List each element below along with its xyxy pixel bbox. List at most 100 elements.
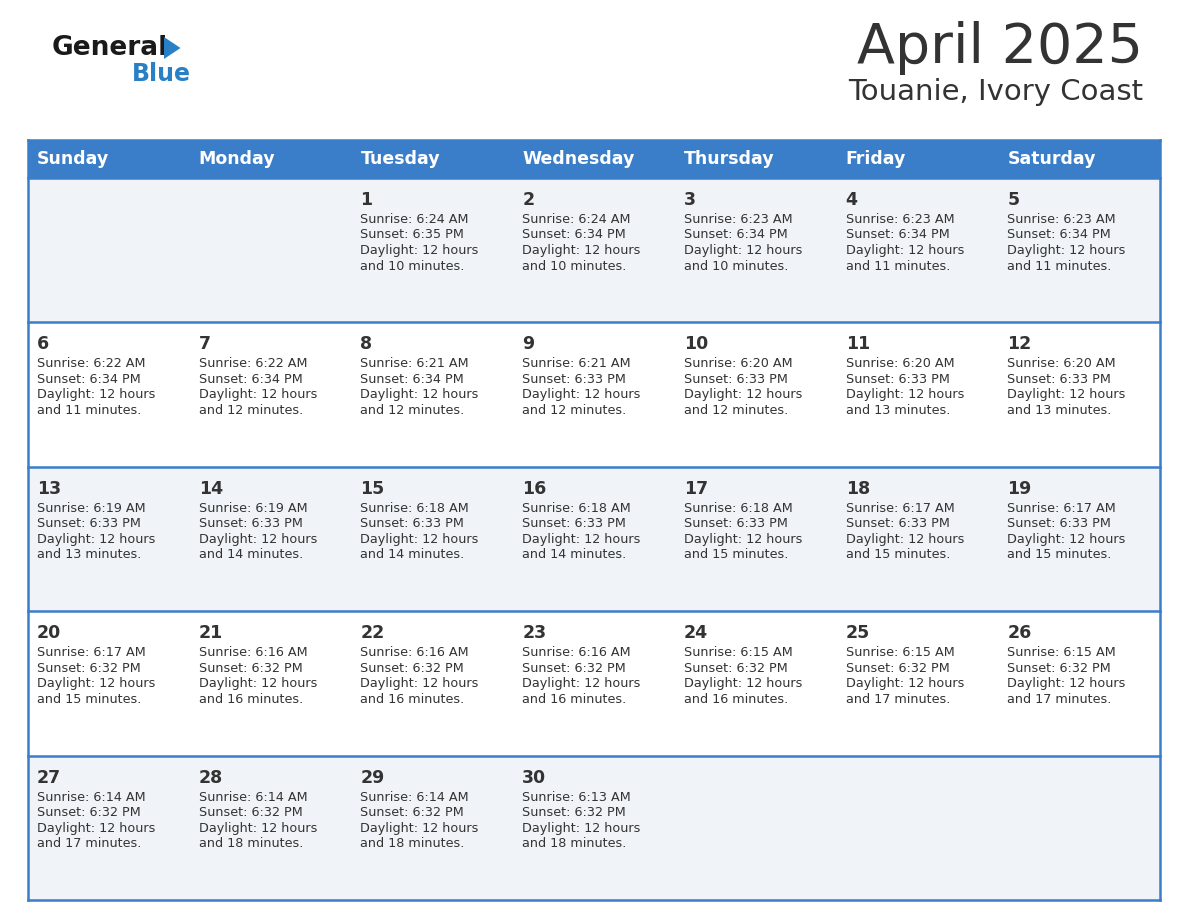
Text: 12: 12 [1007, 335, 1031, 353]
Text: and 17 minutes.: and 17 minutes. [37, 837, 141, 850]
Text: Sunrise: 6:22 AM: Sunrise: 6:22 AM [37, 357, 145, 370]
Text: Sunset: 6:32 PM: Sunset: 6:32 PM [360, 806, 465, 819]
Text: Sunrise: 6:18 AM: Sunrise: 6:18 AM [523, 502, 631, 515]
Text: Sunrise: 6:16 AM: Sunrise: 6:16 AM [198, 646, 308, 659]
Text: 1: 1 [360, 191, 373, 209]
Text: 4: 4 [846, 191, 858, 209]
Text: Sunrise: 6:22 AM: Sunrise: 6:22 AM [198, 357, 308, 370]
Text: General: General [52, 35, 169, 61]
Text: Sunset: 6:33 PM: Sunset: 6:33 PM [198, 518, 303, 531]
Text: Daylight: 12 hours: Daylight: 12 hours [846, 532, 963, 546]
Text: Sunset: 6:33 PM: Sunset: 6:33 PM [523, 373, 626, 386]
Text: 23: 23 [523, 624, 546, 643]
Text: Sunset: 6:32 PM: Sunset: 6:32 PM [360, 662, 465, 675]
Text: Daylight: 12 hours: Daylight: 12 hours [37, 677, 156, 690]
Text: Daylight: 12 hours: Daylight: 12 hours [37, 822, 156, 834]
Text: Sunrise: 6:20 AM: Sunrise: 6:20 AM [846, 357, 954, 370]
Text: Daylight: 12 hours: Daylight: 12 hours [37, 532, 156, 546]
Text: Daylight: 12 hours: Daylight: 12 hours [198, 532, 317, 546]
Text: and 13 minutes.: and 13 minutes. [37, 548, 141, 561]
Text: 28: 28 [198, 768, 223, 787]
Text: Sunrise: 6:19 AM: Sunrise: 6:19 AM [198, 502, 308, 515]
Text: 19: 19 [1007, 480, 1031, 498]
Text: Sunrise: 6:15 AM: Sunrise: 6:15 AM [846, 646, 954, 659]
Text: Sunrise: 6:17 AM: Sunrise: 6:17 AM [846, 502, 954, 515]
Text: Sunday: Sunday [37, 150, 109, 168]
Text: Daylight: 12 hours: Daylight: 12 hours [684, 388, 802, 401]
Text: Sunset: 6:34 PM: Sunset: 6:34 PM [846, 229, 949, 241]
Text: 6: 6 [37, 335, 49, 353]
Text: Sunset: 6:32 PM: Sunset: 6:32 PM [37, 662, 140, 675]
Bar [29, 756, 1159, 900]
Bar [352, 140, 513, 178]
Text: Sunrise: 6:18 AM: Sunrise: 6:18 AM [684, 502, 792, 515]
Text: Sunset: 6:32 PM: Sunset: 6:32 PM [198, 806, 303, 819]
Text: Wednesday: Wednesday [523, 150, 634, 168]
Bar [29, 466, 1159, 611]
Text: Daylight: 12 hours: Daylight: 12 hours [1007, 244, 1126, 257]
Text: Sunrise: 6:21 AM: Sunrise: 6:21 AM [360, 357, 469, 370]
Text: Sunset: 6:34 PM: Sunset: 6:34 PM [1007, 229, 1111, 241]
Text: and 16 minutes.: and 16 minutes. [198, 693, 303, 706]
Text: 10: 10 [684, 335, 708, 353]
Text: Daylight: 12 hours: Daylight: 12 hours [523, 822, 640, 834]
Text: and 11 minutes.: and 11 minutes. [1007, 260, 1112, 273]
Text: Sunrise: 6:14 AM: Sunrise: 6:14 AM [37, 790, 146, 803]
Text: Sunrise: 6:17 AM: Sunrise: 6:17 AM [37, 646, 146, 659]
Text: Daylight: 12 hours: Daylight: 12 hours [1007, 532, 1126, 546]
Text: Sunset: 6:33 PM: Sunset: 6:33 PM [523, 518, 626, 531]
Text: Sunrise: 6:24 AM: Sunrise: 6:24 AM [523, 213, 631, 226]
Text: Monday: Monday [198, 150, 276, 168]
Text: Sunset: 6:33 PM: Sunset: 6:33 PM [37, 518, 141, 531]
Bar [29, 611, 1159, 756]
Text: and 10 minutes.: and 10 minutes. [523, 260, 626, 273]
Text: and 17 minutes.: and 17 minutes. [846, 693, 950, 706]
Text: Sunset: 6:32 PM: Sunset: 6:32 PM [846, 662, 949, 675]
Text: Sunset: 6:32 PM: Sunset: 6:32 PM [1007, 662, 1111, 675]
Text: Sunrise: 6:23 AM: Sunrise: 6:23 AM [1007, 213, 1116, 226]
Text: Daylight: 12 hours: Daylight: 12 hours [523, 532, 640, 546]
Text: Daylight: 12 hours: Daylight: 12 hours [1007, 388, 1126, 401]
Text: Sunset: 6:33 PM: Sunset: 6:33 PM [1007, 373, 1111, 386]
Text: 11: 11 [846, 335, 870, 353]
Text: Daylight: 12 hours: Daylight: 12 hours [37, 388, 156, 401]
Text: 22: 22 [360, 624, 385, 643]
Text: and 13 minutes.: and 13 minutes. [1007, 404, 1112, 417]
Text: 14: 14 [198, 480, 223, 498]
Text: Daylight: 12 hours: Daylight: 12 hours [360, 532, 479, 546]
Text: Saturday: Saturday [1007, 150, 1095, 168]
Polygon shape [164, 37, 181, 59]
Text: and 16 minutes.: and 16 minutes. [523, 693, 626, 706]
Text: 9: 9 [523, 335, 535, 353]
Text: and 17 minutes.: and 17 minutes. [1007, 693, 1112, 706]
Text: and 10 minutes.: and 10 minutes. [360, 260, 465, 273]
Text: and 15 minutes.: and 15 minutes. [846, 548, 950, 561]
Text: Sunset: 6:32 PM: Sunset: 6:32 PM [684, 662, 788, 675]
Text: Sunrise: 6:13 AM: Sunrise: 6:13 AM [523, 790, 631, 803]
Bar [29, 322, 1159, 466]
Text: and 12 minutes.: and 12 minutes. [360, 404, 465, 417]
Text: 18: 18 [846, 480, 870, 498]
Text: 24: 24 [684, 624, 708, 643]
Text: Sunset: 6:33 PM: Sunset: 6:33 PM [846, 518, 949, 531]
Text: Sunset: 6:33 PM: Sunset: 6:33 PM [1007, 518, 1111, 531]
Text: Sunset: 6:34 PM: Sunset: 6:34 PM [198, 373, 303, 386]
Text: Daylight: 12 hours: Daylight: 12 hours [360, 677, 479, 690]
Text: Sunrise: 6:17 AM: Sunrise: 6:17 AM [1007, 502, 1116, 515]
Text: Sunset: 6:33 PM: Sunset: 6:33 PM [360, 518, 465, 531]
Text: Sunrise: 6:24 AM: Sunrise: 6:24 AM [360, 213, 469, 226]
Text: Daylight: 12 hours: Daylight: 12 hours [684, 677, 802, 690]
Text: Sunrise: 6:23 AM: Sunrise: 6:23 AM [846, 213, 954, 226]
Text: 2: 2 [523, 191, 535, 209]
Text: Daylight: 12 hours: Daylight: 12 hours [198, 677, 317, 690]
Text: Sunrise: 6:14 AM: Sunrise: 6:14 AM [198, 790, 308, 803]
Text: and 18 minutes.: and 18 minutes. [198, 837, 303, 850]
Bar [836, 140, 998, 178]
Text: 27: 27 [37, 768, 61, 787]
Text: 21: 21 [198, 624, 223, 643]
Text: 30: 30 [523, 768, 546, 787]
Text: and 15 minutes.: and 15 minutes. [684, 548, 788, 561]
Text: Sunset: 6:32 PM: Sunset: 6:32 PM [523, 806, 626, 819]
Text: Sunrise: 6:19 AM: Sunrise: 6:19 AM [37, 502, 146, 515]
Text: Tuesday: Tuesday [360, 150, 440, 168]
